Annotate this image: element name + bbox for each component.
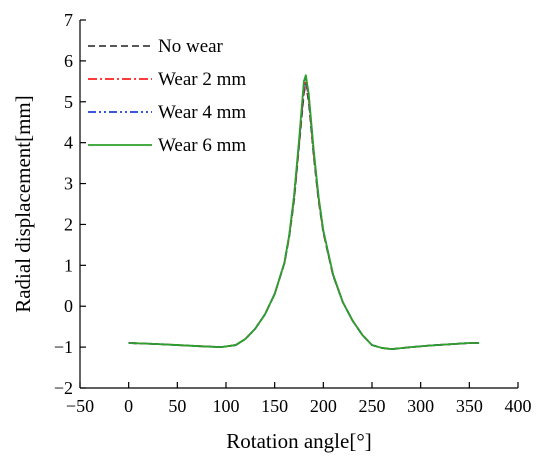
y-tick-label: 1: [64, 255, 73, 275]
y-tick-label: 2: [64, 214, 73, 234]
y-tick-label: −1: [54, 337, 73, 357]
x-axis-title: Rotation angle[°]: [226, 429, 371, 453]
y-tick-label: 0: [64, 296, 73, 316]
y-axis-title: Radial displacement[mm]: [11, 95, 35, 313]
y-tick-label: 3: [64, 174, 73, 194]
x-tick-label: 300: [407, 396, 434, 416]
legend-label-0: No wear: [158, 36, 224, 57]
series-line-3: [128, 74, 480, 351]
x-tick-label: 350: [456, 396, 483, 416]
legend-label-2: Wear 4 mm: [158, 102, 246, 123]
x-tick-label: 150: [261, 396, 288, 416]
y-tick-label: 5: [64, 92, 73, 112]
legend-label-3: Wear 6 mm: [158, 135, 246, 156]
x-tick-label: 50: [168, 396, 186, 416]
x-tick-label: −50: [66, 396, 94, 416]
axes: −50 0 50 100 150 200 250 300 350 400 −2 −1 0 1 2 3 4 5 6 7: [54, 10, 532, 416]
legend: No wear Wear 2 mm Wear 4 mm Wear 6 mm: [88, 36, 246, 156]
y-tick-label: 4: [64, 133, 73, 153]
y-tick-label: 6: [64, 51, 73, 71]
legend-label-1: Wear 2 mm: [158, 69, 246, 90]
y-tick-label: −2: [54, 378, 73, 398]
series-line-0: [128, 82, 480, 351]
x-tick-label: 100: [213, 396, 240, 416]
x-tick-label: 0: [124, 396, 133, 416]
x-tick-label: 200: [310, 396, 337, 416]
y-tick-label: 7: [64, 10, 73, 30]
x-tick-label: 250: [359, 396, 386, 416]
series-layer: [128, 74, 480, 351]
x-tick-label: 400: [505, 396, 532, 416]
